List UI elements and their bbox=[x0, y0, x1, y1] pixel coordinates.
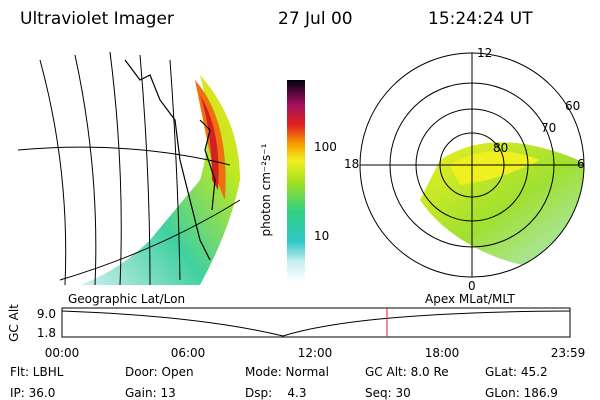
altitude-xtick: 00:00 bbox=[45, 346, 80, 360]
altitude-ylabel: GC Alt bbox=[7, 304, 21, 342]
colorbar-unit: photon cm⁻²s⁻¹ bbox=[259, 143, 273, 236]
altitude-ytick: 9.0 bbox=[37, 307, 56, 321]
polar-image bbox=[359, 52, 585, 278]
panel-label: Geographic Lat/Lon bbox=[68, 292, 185, 306]
altitude-xtick: 23:59 bbox=[551, 346, 586, 360]
colorbar-tick: 100 bbox=[314, 140, 337, 154]
geographic-image bbox=[17, 51, 241, 286]
info-field: IP: 36.0 bbox=[10, 386, 55, 400]
mlt-label: 6 bbox=[577, 157, 585, 171]
info-field: GLon: 186.9 bbox=[485, 386, 558, 400]
altitude-plot bbox=[61, 307, 571, 338]
altitude-xtick: 06:00 bbox=[171, 346, 206, 360]
info-field: Door: Open bbox=[125, 365, 194, 379]
colorbar-tick: 10 bbox=[314, 229, 329, 243]
info-field: Flt: LBHL bbox=[10, 365, 64, 379]
colorbar bbox=[287, 80, 305, 282]
info-field: GLat: 45.2 bbox=[485, 365, 548, 379]
panel-label: Apex MLat/MLT bbox=[425, 292, 515, 306]
title: Ultraviolet Imager bbox=[20, 9, 174, 29]
info-field: Gain: 13 bbox=[125, 386, 176, 400]
date: 27 Jul 00 bbox=[278, 9, 353, 29]
info-field: Mode: Normal bbox=[245, 365, 329, 379]
mlt-label: 18 bbox=[344, 157, 359, 171]
altitude-xtick: 12:00 bbox=[298, 346, 333, 360]
info-field: Dsp: 4.3 bbox=[245, 386, 307, 400]
altitude-xtick: 18:00 bbox=[425, 346, 460, 360]
mlat-label: 70 bbox=[541, 121, 556, 135]
info-field: GC Alt: 8.0 Re bbox=[365, 365, 449, 379]
info-field: Seq: 30 bbox=[365, 386, 411, 400]
mlt-label: 0 bbox=[468, 279, 476, 293]
time: 15:24:24 UT bbox=[428, 9, 533, 29]
mlat-label: 60 bbox=[565, 99, 580, 113]
mlt-label: 12 bbox=[477, 46, 492, 60]
mlat-label: 80 bbox=[493, 141, 508, 155]
altitude-ytick: 1.8 bbox=[37, 326, 56, 340]
